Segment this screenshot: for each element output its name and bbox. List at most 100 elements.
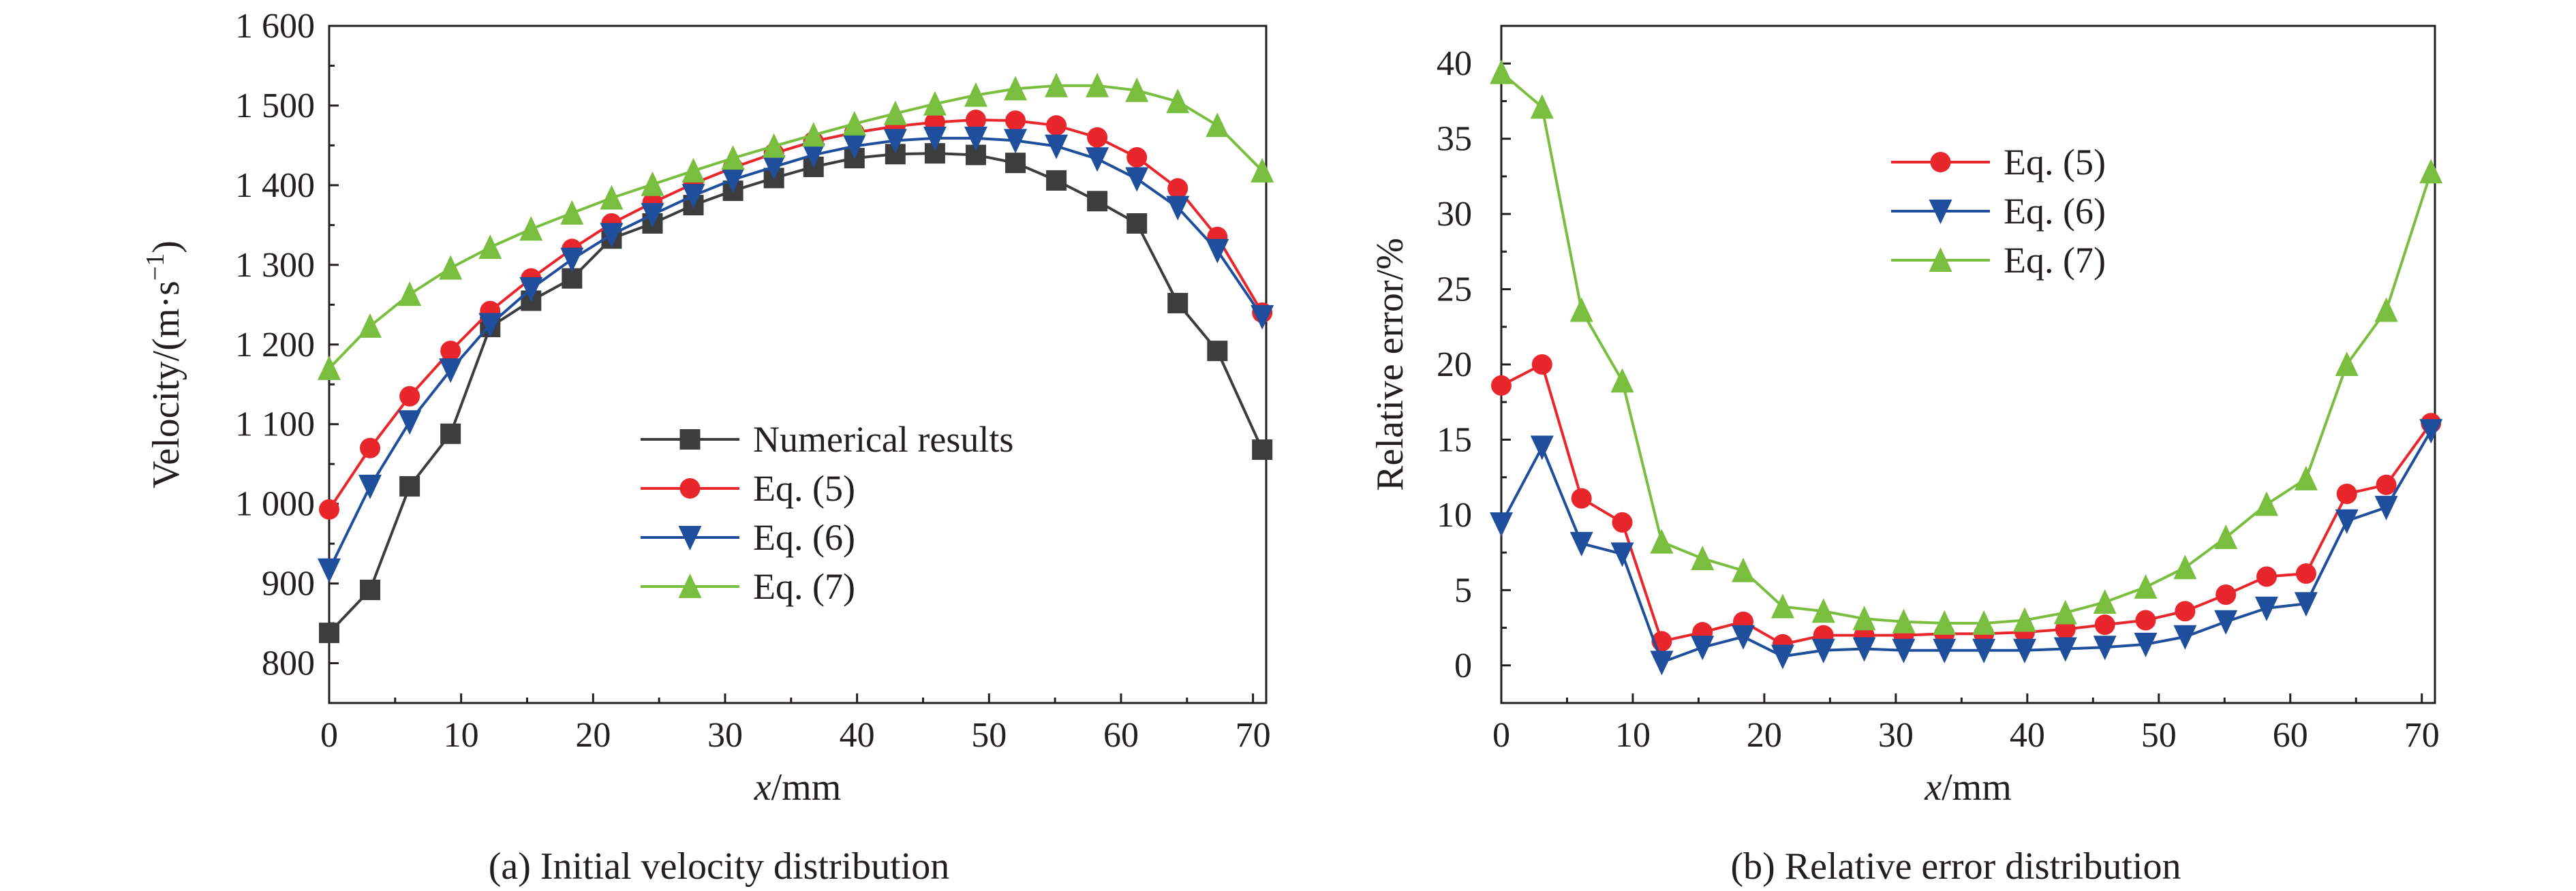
data-point [2419, 419, 2443, 444]
data-point [2335, 351, 2359, 376]
data-point [1252, 439, 1273, 460]
data-point [600, 185, 624, 210]
data-point [2214, 610, 2238, 635]
y-tick-label: 1 000 [235, 485, 315, 524]
data-point [1569, 297, 1593, 322]
data-point [439, 255, 463, 280]
data-point [2215, 584, 2237, 605]
data-point [1087, 127, 1108, 148]
data-point [1125, 77, 1149, 102]
y-axis-label: Velocity/(m·s−1) [141, 240, 187, 488]
data-point [1045, 72, 1069, 97]
data-point [2335, 509, 2359, 534]
x-tick-label: 70 [2404, 716, 2440, 755]
data-point [883, 100, 907, 125]
data-point [2135, 610, 2156, 631]
data-point [2295, 563, 2316, 584]
data-point [2419, 159, 2443, 184]
x-axis-unit: /mm [771, 766, 842, 809]
data-point [1732, 557, 1755, 582]
y-tick-label: 900 [262, 565, 315, 604]
data-point [1251, 157, 1274, 183]
data-point [1166, 196, 1190, 221]
data-point [1770, 593, 1794, 619]
data-point [641, 171, 664, 196]
data-point [360, 437, 381, 458]
data-point [1167, 178, 1189, 199]
data-point [2256, 566, 2278, 587]
legend-entry: Eq. (5) [1891, 142, 2106, 183]
data-point [2094, 614, 2115, 636]
data-point [1530, 94, 1554, 119]
x-tick-label: 0 [1492, 716, 1510, 755]
y-tick-label: 1 100 [235, 405, 315, 444]
data-point [762, 133, 786, 158]
data-point [1933, 638, 1957, 663]
x-tick-label: 10 [1615, 716, 1651, 755]
data-point [1612, 512, 1633, 533]
data-point [2336, 483, 2357, 504]
data-point [842, 110, 866, 136]
data-point [1852, 606, 1876, 631]
series-line [328, 152, 1264, 634]
data-point [1650, 651, 1674, 676]
data-point [964, 126, 987, 151]
y-tick-label: 1 600 [235, 7, 315, 46]
data-point [842, 134, 866, 159]
data-point [1004, 76, 1028, 101]
x-axis-label: x/mm [1924, 766, 2012, 809]
data-point [1892, 638, 1916, 663]
y-axis-label-superscript: −1 [141, 253, 170, 281]
x-tick-label: 20 [1747, 716, 1782, 755]
legend-entry: Eq. (5) [641, 468, 855, 509]
data-point [318, 558, 341, 583]
data-point [2173, 554, 2197, 580]
legend-label: Eq. (7) [753, 566, 855, 607]
x-tick-label: 40 [840, 716, 875, 755]
legend-entry: Eq. (7) [1891, 240, 2106, 281]
data-point [1571, 488, 1592, 509]
data-point [762, 155, 786, 180]
data-point [2093, 636, 2117, 661]
series-eq-7 [318, 72, 1274, 380]
data-point [1126, 213, 1148, 234]
data-point [399, 475, 420, 497]
data-point [1005, 110, 1026, 131]
y-axis-label-close: ) [145, 240, 187, 253]
y-axis-label-text: Velocity/(m·s [145, 281, 187, 488]
data-point [1691, 545, 1715, 570]
y-tick-label: 40 [1437, 44, 1472, 83]
data-point [319, 499, 339, 520]
data-point [801, 122, 825, 147]
x-tick-label: 30 [707, 716, 743, 755]
legend-entry: Eq. (7) [641, 566, 855, 607]
y-tick-label: 0 [1454, 646, 1472, 685]
legend-entry: Numerical results [641, 419, 1013, 460]
x-tick-label: 60 [2273, 716, 2308, 755]
panel-a-velocity-chart: 0 10 20 30 40 50 60 70 800 900 1 000 1 100 1 200 1 30… [141, 7, 1274, 888]
data-point [360, 579, 381, 600]
y-axis-label-text: Relative error/% [1369, 238, 1411, 491]
data-point [398, 410, 422, 435]
data-point [2214, 525, 2238, 550]
data-point [439, 358, 463, 384]
data-point [883, 129, 907, 154]
data-point [2294, 465, 2318, 490]
panel-caption: (b) Relative error distribution [1731, 845, 2181, 888]
legend-label: Numerical results [753, 419, 1013, 460]
data-point [2012, 607, 2036, 632]
x-axis-label: x/mm [754, 766, 842, 809]
data-point [2012, 638, 2036, 663]
data-point [2255, 491, 2279, 516]
data-point [1490, 59, 1513, 84]
x-axis-variable: x [1924, 766, 1942, 809]
data-point [1206, 112, 1229, 138]
legend-label: Eq. (6) [2004, 191, 2106, 232]
legend-entry: Eq. (6) [641, 517, 855, 558]
data-point [318, 355, 341, 380]
legend-label: Eq. (6) [753, 517, 855, 558]
data-point [1650, 529, 1674, 554]
data-point [1046, 170, 1067, 191]
legend-marker [678, 574, 702, 598]
legend-label: Eq. (5) [753, 468, 855, 509]
